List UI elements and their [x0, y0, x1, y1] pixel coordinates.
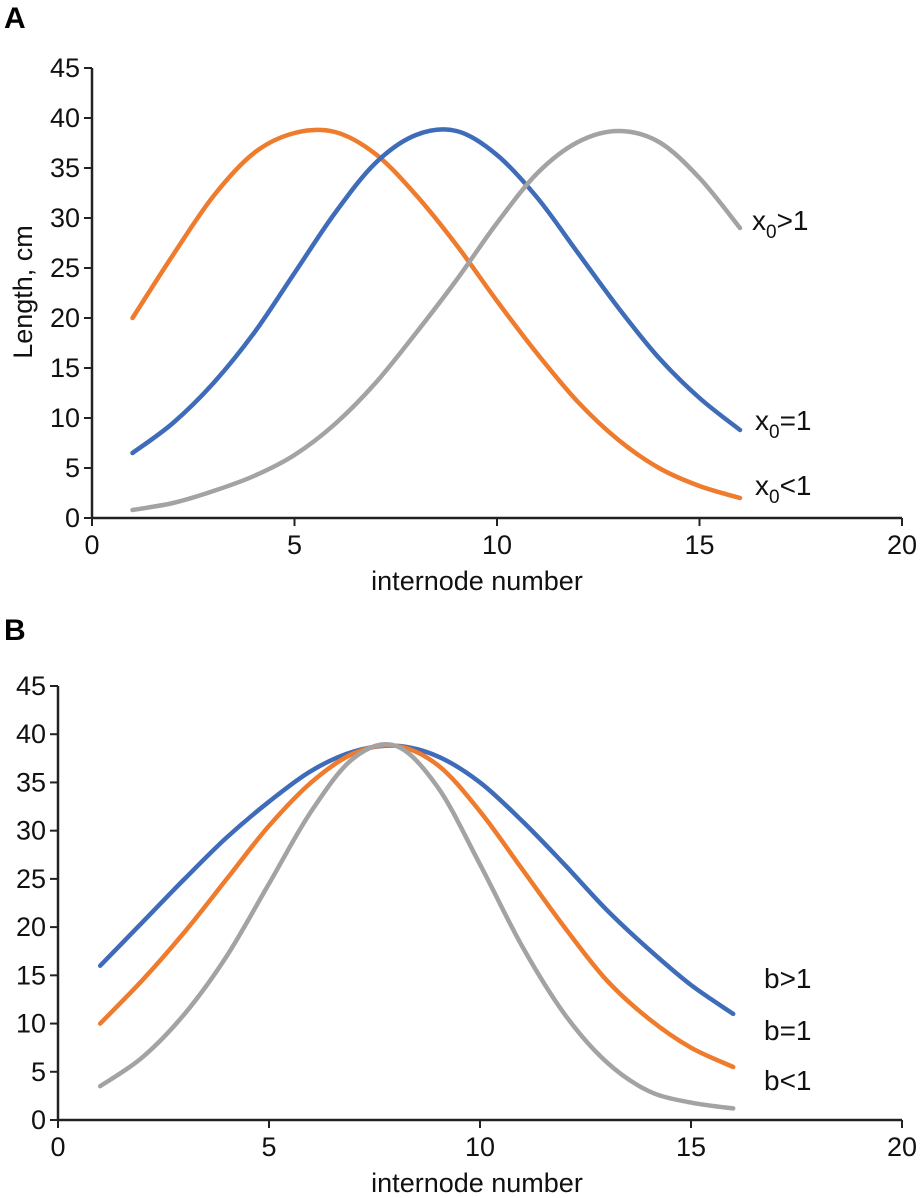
panel-a-axes: 0 5 10 15 20 25 30 35 40 45 0 5 10 15 20 [50, 53, 917, 560]
panel-b-x-tick-label: 5 [261, 1132, 276, 1162]
panel-a-series-label: x0>1 [752, 205, 809, 243]
panel-a-series-labels: x0<1 x0=1 x0>1 [752, 205, 812, 508]
panel-b-series-line [97, 741, 736, 1111]
panel-a-x-axis-title: internode number [371, 566, 583, 596]
panel-b-letter: B [4, 614, 26, 647]
panel-b-y-tick-label: 20 [16, 912, 46, 942]
panel-b-y-tick-label: 5 [31, 1057, 46, 1087]
panel-a-curves [130, 127, 743, 513]
panel-a-y-tick-label: 35 [50, 153, 80, 183]
panel-a-y-tick-label: 20 [50, 303, 80, 333]
panel-b-series-line [97, 743, 736, 1017]
panel-a-x-tick-label: 20 [887, 530, 917, 560]
panel-b: B 0 5 10 15 20 25 30 35 40 45 0 5 10 15 20 b>1 b=1 b<1 i… [4, 614, 917, 1198]
panel-b-y-tick-label: 30 [16, 816, 46, 846]
panel-a-x-tick-label: 10 [482, 530, 512, 560]
panel-b-x-tick-label: 10 [465, 1132, 495, 1162]
panel-b-y-tick-label: 15 [16, 960, 46, 990]
panel-a: A 0 5 10 15 20 25 30 35 40 45 0 5 10 15 20 x0<1 x0=1 x0>… [4, 2, 917, 596]
panel-b-y-tick-label: 25 [16, 864, 46, 894]
panel-a-series-label: x0=1 [755, 405, 812, 443]
panel-b-series-label: b=1 [764, 1015, 812, 1046]
panel-b-x-axis-title: internode number [371, 1168, 583, 1198]
panel-a-y-tick-label: 15 [50, 353, 80, 383]
panel-b-x-tick-label: 20 [887, 1132, 917, 1162]
panel-b-x-tick-label: 15 [676, 1132, 706, 1162]
panel-a-y-tick-label: 40 [50, 103, 80, 133]
panel-b-series-label: b<1 [764, 1065, 812, 1096]
panel-a-series-line [130, 127, 743, 456]
panel-a-series-label: x0<1 [755, 470, 812, 508]
panel-b-series-label: b>1 [764, 963, 812, 994]
panel-a-series-line [130, 127, 743, 501]
panel-a-letter: A [4, 2, 26, 35]
panel-b-y-tick-label: 35 [16, 767, 46, 797]
panel-a-y-tick-label: 30 [50, 203, 80, 233]
panel-a-series-line [130, 128, 743, 513]
panel-a-x-tick-label: 15 [684, 530, 714, 560]
panel-b-y-tick-label: 45 [16, 671, 46, 701]
panel-b-series-labels: b>1 b=1 b<1 [764, 963, 812, 1096]
panel-a-y-tick-label: 45 [50, 53, 80, 83]
panel-b-series-line [97, 743, 736, 1070]
panel-a-x-tick-label: 5 [287, 530, 302, 560]
panel-b-x-tick-label: 0 [50, 1132, 65, 1162]
panel-a-y-tick-label: 5 [65, 453, 80, 483]
panel-b-y-tick-label: 40 [16, 719, 46, 749]
panel-b-axes: 0 5 10 15 20 25 30 35 40 45 0 5 10 15 20 [16, 671, 917, 1162]
panel-a-y-axis-title: Length, cm [8, 225, 38, 359]
panel-b-curves [97, 741, 736, 1111]
panel-b-y-tick-label: 0 [31, 1105, 46, 1135]
panel-b-y-tick-label: 10 [16, 1009, 46, 1039]
panel-a-x-tick-label: 0 [84, 530, 99, 560]
panel-a-y-tick-label: 10 [50, 403, 80, 433]
panel-a-y-tick-label: 25 [50, 253, 80, 283]
panel-a-y-tick-label: 0 [65, 503, 80, 533]
